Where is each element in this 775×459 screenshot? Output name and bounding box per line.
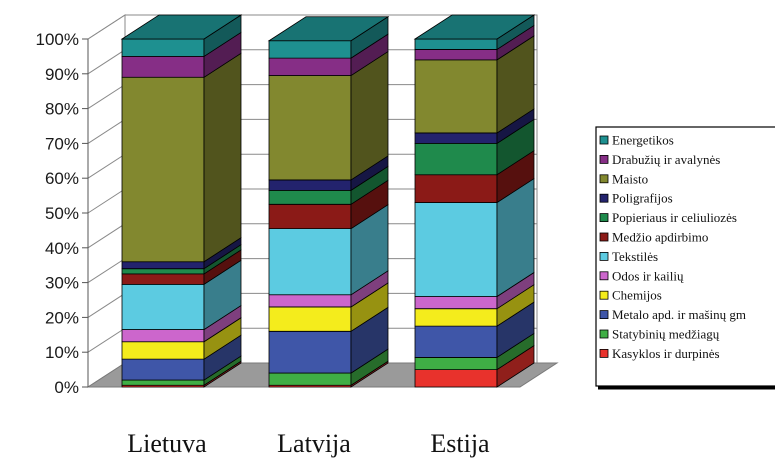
bar-segment-front bbox=[121, 38, 205, 57]
bar-segment-front bbox=[121, 358, 205, 381]
bar-segment-front bbox=[268, 228, 352, 296]
legend-swatch bbox=[599, 310, 609, 320]
tick-label: 20% bbox=[45, 308, 79, 327]
bar-segment-front bbox=[414, 59, 498, 134]
bar-segment-front bbox=[268, 189, 352, 205]
bars bbox=[120, 14, 536, 388]
tick-label: 70% bbox=[45, 134, 79, 153]
legend: Energetikos Drabužių ir avalynės Maisto Pol… bbox=[595, 126, 775, 390]
legend-label: Energetikos bbox=[612, 133, 674, 148]
bar-segment-front bbox=[268, 294, 352, 308]
legend-label: Popieriaus ir celiuliozės bbox=[612, 210, 737, 225]
legend-label: Medžio apdirbimo bbox=[612, 230, 708, 245]
bar-segment-front bbox=[414, 174, 498, 203]
bar-segment-front bbox=[268, 40, 352, 59]
bar-segment-side bbox=[203, 52, 242, 263]
legend-swatch bbox=[599, 348, 609, 358]
legend-label: Drabužių ir avalynės bbox=[612, 152, 720, 167]
tick-label: 50% bbox=[45, 204, 79, 223]
bar-segment-front bbox=[121, 268, 205, 275]
bar-top bbox=[120, 14, 243, 40]
legend-swatch bbox=[599, 213, 609, 223]
bar-segment-front bbox=[414, 357, 498, 371]
bar-segment-front bbox=[121, 341, 205, 360]
bar-segment-front bbox=[414, 38, 498, 50]
tick-label: 40% bbox=[45, 239, 79, 258]
category-label: Estija bbox=[430, 429, 490, 458]
bar-segment-front bbox=[414, 49, 498, 61]
legend-label: Maisto bbox=[612, 171, 648, 186]
tick-label: 90% bbox=[45, 65, 79, 84]
y-axis-ticks: 0% 10% 20% 30% 40% 50% 60% 70% 80% 90% 100% bbox=[36, 30, 89, 397]
bar-segment-front bbox=[414, 325, 498, 358]
legend-label: Poligrafijos bbox=[612, 191, 673, 206]
tick-label: 30% bbox=[45, 274, 79, 293]
bar-segment-front bbox=[121, 379, 205, 386]
bar-segment-front bbox=[414, 369, 498, 388]
bar-segment-front bbox=[268, 372, 352, 386]
legend-label: Kasyklos ir durpinės bbox=[612, 346, 720, 361]
tick-label: 100% bbox=[36, 30, 79, 49]
gridline bbox=[87, 14, 537, 40]
legend-swatch bbox=[599, 193, 609, 203]
legend-swatch bbox=[599, 174, 609, 184]
bar-segment-front bbox=[414, 132, 498, 144]
legend-label: Tekstilės bbox=[612, 249, 658, 264]
legend-label: Odos ir kailių bbox=[612, 268, 684, 283]
bar-segment-front bbox=[121, 261, 205, 270]
bar-segment-front bbox=[414, 296, 498, 310]
legend-box bbox=[595, 126, 775, 387]
bar-segment-front bbox=[268, 57, 352, 76]
bar-segment-front bbox=[268, 75, 352, 181]
legend-label: Metalo apd. ir mašinų gm bbox=[612, 307, 746, 322]
bar-segment-front bbox=[268, 179, 352, 191]
bar-segment-front bbox=[414, 142, 498, 176]
bar-segment-front bbox=[121, 329, 205, 343]
legend-swatch bbox=[599, 290, 609, 300]
legend-swatch bbox=[599, 154, 609, 164]
bar-segment-front bbox=[414, 308, 498, 327]
tick-label: 60% bbox=[45, 169, 79, 188]
bar-top bbox=[267, 16, 390, 42]
bar-segment-front bbox=[268, 330, 352, 374]
category-label: Latvija bbox=[277, 429, 351, 458]
legend-swatch bbox=[599, 271, 609, 281]
category-label: Lietuva bbox=[127, 429, 207, 458]
bar-segment-front bbox=[121, 76, 205, 263]
legend-label: Statybinių medžiagų bbox=[612, 327, 720, 342]
bar-top bbox=[413, 14, 536, 40]
bar-segment-front bbox=[268, 203, 352, 230]
bar-segment-front bbox=[121, 273, 205, 285]
bar-segment-front bbox=[121, 56, 205, 78]
tick-label: 80% bbox=[45, 100, 79, 119]
bar-segment-front bbox=[268, 306, 352, 332]
legend-swatch bbox=[599, 329, 609, 339]
x-axis-categories: Lietuva Latvija Estija bbox=[127, 429, 490, 458]
bar-segment-front bbox=[414, 202, 498, 297]
tick-label: 10% bbox=[45, 343, 79, 362]
legend-label: Chemijos bbox=[612, 288, 662, 303]
legend-swatch bbox=[599, 251, 609, 261]
tick-label: 0% bbox=[54, 378, 79, 397]
bar-segment-front bbox=[121, 283, 205, 330]
legend-swatch bbox=[599, 232, 609, 242]
legend-swatch bbox=[599, 135, 609, 145]
